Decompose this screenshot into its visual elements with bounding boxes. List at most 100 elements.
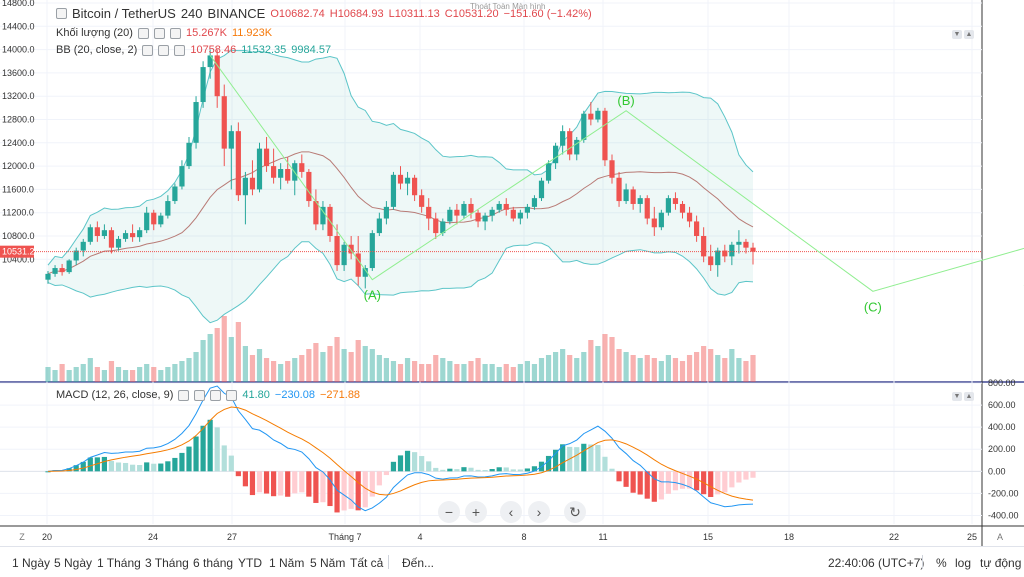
range-all[interactable]: Tất cả <box>350 556 384 570</box>
candle-body <box>750 247 756 252</box>
candle <box>574 136 580 161</box>
candle <box>447 206 453 225</box>
auto-scale-label: A <box>997 532 1003 542</box>
candle-body <box>609 160 615 178</box>
range-5d[interactable]: 5 Ngày <box>54 556 93 570</box>
pane-down-icon[interactable]: ▼ <box>952 392 962 401</box>
volume-bar <box>376 355 382 382</box>
range-1y[interactable]: 1 Năm <box>269 556 305 570</box>
percent-scale-toggle[interactable]: % <box>936 556 947 570</box>
candle <box>404 171 411 196</box>
candle-body <box>235 131 241 196</box>
candle-body <box>158 215 164 225</box>
range-5y[interactable]: 5 Năm <box>310 556 346 570</box>
volume-bar <box>701 346 707 382</box>
range-6m[interactable]: 6 tháng <box>193 556 234 570</box>
chart-canvas[interactable]: 14800.0 14400.0 14000.0 13600.0 13200.0 12800… <box>0 0 1024 546</box>
exit-fullscreen-tooltip[interactable]: Thoát Toàn Màn hình <box>470 2 546 11</box>
pane-down-icon[interactable]: ▼ <box>952 30 962 39</box>
pane-up-icon[interactable]: ▲ <box>964 392 974 401</box>
price-tick-label: 12400.0 <box>2 138 35 148</box>
macd-tick-label: 600.00 <box>988 400 1016 410</box>
candle-body <box>348 244 354 254</box>
candle <box>214 49 220 108</box>
close-icon[interactable] <box>169 27 181 39</box>
candle-body <box>694 221 700 236</box>
candle <box>531 195 538 210</box>
macd-tick-label: 800.00 <box>988 378 1016 388</box>
macd-histogram-bar <box>130 464 136 472</box>
macd-histogram-bar <box>440 469 446 472</box>
range-1d[interactable]: 1 Ngày <box>12 556 51 570</box>
volume-bar <box>686 355 693 382</box>
candle-body <box>672 198 679 204</box>
candle <box>482 212 488 231</box>
goto-date-button[interactable]: Đến... <box>402 556 435 570</box>
auto-scale-toggle[interactable]: tự động <box>980 556 1022 570</box>
macd-histogram-bar <box>531 466 538 472</box>
macd-histogram-bar <box>489 469 495 472</box>
volume-bar <box>482 364 488 382</box>
candle-body <box>341 244 347 266</box>
range-ytd[interactable]: YTD <box>238 556 262 570</box>
macd-histogram-bar <box>609 468 615 472</box>
volume-bar <box>729 349 735 382</box>
candle <box>560 125 566 155</box>
candle-body <box>228 131 234 149</box>
candle-body <box>708 256 714 266</box>
collapse-legend-icon[interactable] <box>56 8 67 19</box>
range-3m[interactable]: 3 Tháng <box>145 556 189 570</box>
macd-histogram-bar <box>249 471 256 496</box>
bb-indicator-label[interactable]: BB (20, close, 2) <box>56 44 138 56</box>
scroll-right-button[interactable]: › <box>528 501 550 523</box>
macd-histogram-bar <box>66 468 72 472</box>
interval-label[interactable]: 240 <box>180 6 203 21</box>
volume-bar <box>299 355 305 382</box>
clock-timezone[interactable]: 22:40:06 (UTC+7) <box>828 556 925 570</box>
eye-icon[interactable] <box>137 27 149 39</box>
pane-up-icon[interactable]: ▲ <box>964 30 974 39</box>
volume-bar <box>595 346 601 382</box>
zoom-in-button[interactable]: + <box>465 501 487 523</box>
macd-histogram-bar <box>228 455 234 472</box>
macd-histogram-bar <box>137 465 143 472</box>
candle-body <box>560 131 566 146</box>
bb-lower-value: 9984.57 <box>291 44 332 56</box>
volume-indicator-label[interactable]: Khối lượng (20) <box>56 27 133 39</box>
symbol-name[interactable]: Bitcoin / TetherUS <box>72 6 176 21</box>
gear-icon[interactable] <box>153 27 165 39</box>
volume-bar <box>207 334 213 382</box>
close-icon[interactable] <box>210 389 222 401</box>
range-1m[interactable]: 1 Tháng <box>97 556 141 570</box>
volume-bar <box>567 355 573 382</box>
close-icon[interactable] <box>174 44 186 56</box>
zoom-out-button[interactable]: − <box>438 501 460 523</box>
candle-body <box>524 206 530 213</box>
gear-icon[interactable] <box>194 389 206 401</box>
candle-body <box>510 209 516 219</box>
elliott-wave-line <box>209 55 1024 292</box>
macd-histogram-bar <box>355 471 361 511</box>
scroll-left-button[interactable]: ‹ <box>500 501 522 523</box>
candle-body <box>94 227 100 236</box>
volume-bar <box>426 364 432 382</box>
candle-body <box>355 253 361 277</box>
volume-bar <box>708 349 714 382</box>
change-value: −151.60 (−1.42%) <box>503 7 592 20</box>
macd-histogram-bar <box>433 467 439 472</box>
more-icon[interactable] <box>226 389 238 401</box>
gear-icon[interactable] <box>158 44 170 56</box>
candle <box>419 189 425 213</box>
macd-histogram-bar <box>658 471 664 500</box>
log-scale-toggle[interactable]: log <box>955 556 972 570</box>
candle-body <box>574 139 580 155</box>
reset-chart-button[interactable]: ↻ <box>564 501 586 523</box>
candle-body <box>221 96 227 149</box>
eye-icon[interactable] <box>178 389 190 401</box>
candle-body <box>496 203 502 210</box>
macd-histogram-bar <box>165 461 171 472</box>
macd-histogram-bar <box>461 467 467 472</box>
eye-icon[interactable] <box>142 44 154 56</box>
macd-tick-label: 200.00 <box>988 444 1016 454</box>
macd-indicator-label[interactable]: MACD (12, 26, close, 9) <box>56 389 174 401</box>
